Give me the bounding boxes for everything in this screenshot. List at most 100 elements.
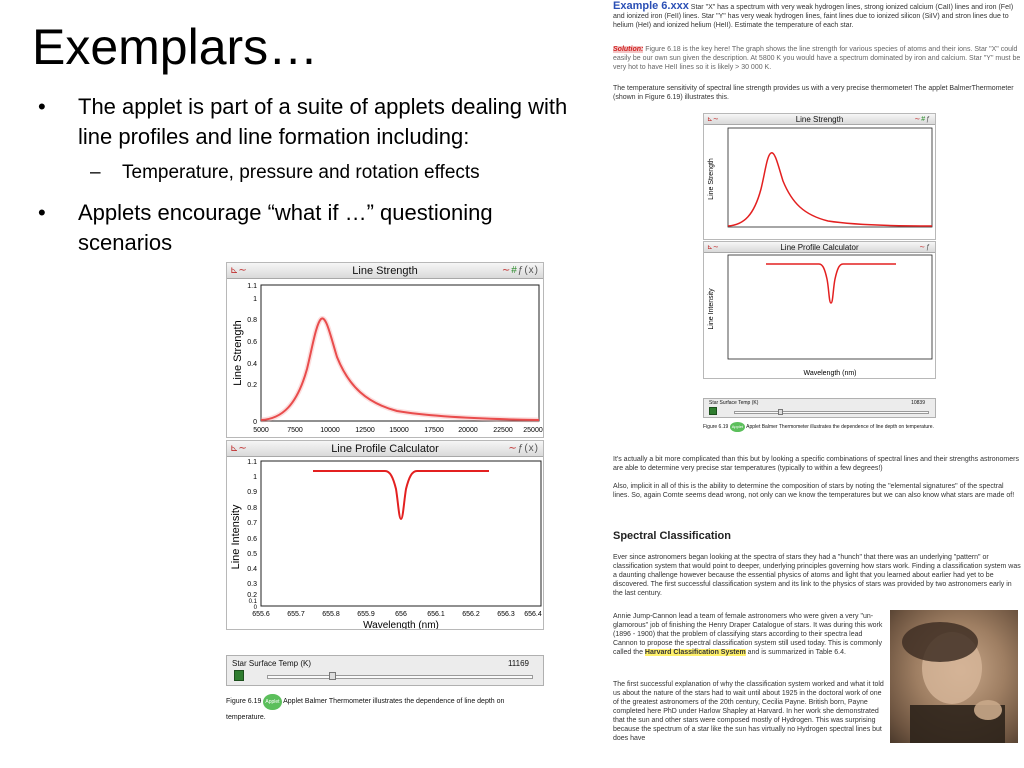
curve-icon[interactable]: ∼ <box>501 265 512 276</box>
paragraph-payne: The first successful explanation of why … <box>613 681 884 742</box>
y-tick: 0.5 <box>247 551 257 558</box>
panel-title: Line Strength <box>795 115 844 124</box>
portrait-photo <box>890 610 1018 743</box>
example-block: Example 6.xxx Star "X" has a spectrum wi… <box>613 0 1023 30</box>
small-line-strength-chart: Line Strength <box>708 127 933 228</box>
grid-icon[interactable]: # <box>921 116 927 123</box>
slider-label: Star Surface Temp (K) <box>709 400 759 406</box>
x-tick: 12500 <box>355 427 375 434</box>
y-tick: 0.8 <box>247 317 257 324</box>
function-icon[interactable]: ƒ <box>926 244 931 251</box>
temperature-slider[interactable] <box>267 675 533 679</box>
figure-caption: Figure 6.19 Applet Applet Balmer Thermom… <box>226 694 544 726</box>
panel-title: Line Profile Calculator <box>780 243 859 252</box>
function-icon[interactable]: ƒ(x) <box>517 443 539 454</box>
curve-icon[interactable]: ∼ <box>508 443 518 454</box>
paragraph-text: Annie Jump-Cannon lead a team of female … <box>613 613 883 656</box>
panel-header: ⊾∼ Line Strength ∼#ƒ(x) <box>227 263 543 279</box>
y-tick: 1 <box>253 474 257 481</box>
y-tick: 0.6 <box>247 536 257 543</box>
axis-tool-icon[interactable]: ⊾∼ <box>707 116 719 123</box>
solution-block: Solution: Figure 6.18 is the key here! T… <box>613 45 1023 72</box>
x-tick: 20000 <box>458 427 478 434</box>
y-tick: 0 <box>254 605 258 611</box>
paragraph-text: and is summarized in Table 6.4. <box>745 649 846 656</box>
line-profile-panel: ⊾∼ Line Profile Calculator ∼ƒ(x) Line In… <box>226 440 544 630</box>
axis-tool-icon[interactable]: ⊾∼ <box>230 443 247 454</box>
applet-icon[interactable] <box>709 407 717 415</box>
x-axis-label: Wavelength (nm) <box>363 620 439 629</box>
slider-label: Star Surface Temp (K) <box>232 659 311 668</box>
line-strength-panel: ⊾∼ Line Strength ∼#ƒ(x) Line Strength 1.… <box>226 262 544 438</box>
panel-header: ⊾∼ Line Strength ∼#ƒ <box>704 114 935 125</box>
applet-badge[interactable]: Applet <box>729 422 746 432</box>
y-tick: 0.3 <box>247 581 257 588</box>
x-tick: 655.7 <box>287 611 305 618</box>
slider-thumb[interactable] <box>778 409 783 415</box>
x-tick: 655.9 <box>357 611 375 618</box>
x-tick: 22500 <box>493 427 513 434</box>
y-tick: 0.6 <box>247 339 257 346</box>
toolbar-icons: ∼ƒ(x) <box>508 441 539 457</box>
paragraph-cannon: Annie Jump-Cannon lead a team of female … <box>613 612 885 657</box>
x-tick: 5000 <box>253 427 269 434</box>
temperature-slider[interactable] <box>734 411 929 414</box>
function-icon[interactable]: ƒ <box>926 116 931 123</box>
bullet-dot: • <box>38 200 46 225</box>
applet-badge[interactable]: Applet <box>263 694 282 710</box>
small-line-profile-chart: Line Intensity Wavelength (nm) <box>708 254 933 377</box>
y-tick: 0.7 <box>247 520 257 527</box>
curve-icon[interactable]: ∼ <box>914 116 922 123</box>
highlight-term[interactable]: Harvard Classification System <box>644 649 746 656</box>
x-axis-label: Wavelength (nm) <box>803 370 856 377</box>
line-profile-curve <box>766 263 896 304</box>
axis-tool-icon[interactable]: ⊾∼ <box>707 244 719 251</box>
bullet-text: Applets encourage “what if …” questionin… <box>78 200 493 255</box>
panel-header: ⊾∼ Line Profile Calculator ∼ƒ <box>704 242 935 253</box>
slide-title: Exemplars… <box>32 19 319 75</box>
y-tick: 0.8 <box>247 505 257 512</box>
section-title: Spectral Classification <box>613 530 731 542</box>
small-figure-caption: Figure 6.19 Applet Applet Balmer Thermom… <box>703 422 936 432</box>
temperature-slider-panel: Star Surface Temp (K) 11169 <box>226 655 544 686</box>
toolbar-icons: ∼#ƒ(x) <box>502 263 539 279</box>
function-icon[interactable]: ƒ(x) <box>517 265 539 276</box>
paragraph: Also, implicit in all of this is the abi… <box>613 483 1015 499</box>
x-tick: 17500 <box>424 427 444 434</box>
toolbar-icons: ∼#ƒ <box>914 114 931 125</box>
sub-bullet-item: – Temperature, pressure and rotation eff… <box>38 158 568 188</box>
applet-icon[interactable] <box>234 670 244 681</box>
bullet-list: • The applet is part of a suite of apple… <box>38 92 568 258</box>
caption-text: Applet Balmer Thermometer illustrates th… <box>226 698 505 721</box>
y-axis-label: Line Strength <box>708 158 715 200</box>
line-strength-curve <box>260 317 540 421</box>
sub-bullet-dash: – <box>90 162 101 183</box>
bullet-item: • The applet is part of a suite of apple… <box>38 92 568 152</box>
curve-icon[interactable]: ∼ <box>919 244 927 251</box>
plot-area <box>727 127 933 228</box>
y-tick: 0 <box>253 419 257 426</box>
y-tick: 1.1 <box>247 283 257 290</box>
grid-icon[interactable]: # <box>511 265 518 276</box>
slider-thumb[interactable] <box>329 672 336 680</box>
example-title: Example 6.xxx <box>613 0 689 12</box>
panel-header: ⊾∼ Line Profile Calculator ∼ƒ(x) <box>227 441 543 457</box>
line-strength-chart: Line Strength 1.1 1 0.8 0.6 0.4 0.2 0 50… <box>232 283 543 434</box>
x-tick: 656.4 <box>524 611 542 618</box>
x-tick: 10000 <box>320 427 340 434</box>
y-axis-label: Line Intensity <box>708 288 715 330</box>
bullet-item: • Applets encourage “what if …” question… <box>38 198 568 258</box>
x-ticks: 655.6 655.7 655.8 655.9 656 656.1 656.2 … <box>252 611 542 618</box>
axis-tool-icon[interactable]: ⊾∼ <box>230 265 247 276</box>
x-tick: 655.8 <box>322 611 340 618</box>
line-strength-curve <box>727 152 933 227</box>
small-line-strength-panel: ⊾∼ Line Strength ∼#ƒ Line Strength <box>703 113 936 240</box>
x-tick: 15000 <box>389 427 409 434</box>
solution-label: Solution: <box>613 46 644 53</box>
x-tick: 25000 <box>523 427 543 434</box>
sub-bullet-text: Temperature, pressure and rotation effec… <box>122 162 480 183</box>
example-text: Star "X" has a spectrum with very weak h… <box>613 4 1014 29</box>
small-line-profile-panel: ⊾∼ Line Profile Calculator ∼ƒ Line Inten… <box>703 241 936 379</box>
plot-area <box>727 254 933 360</box>
caption-prefix: Figure 6.19 <box>226 698 262 705</box>
